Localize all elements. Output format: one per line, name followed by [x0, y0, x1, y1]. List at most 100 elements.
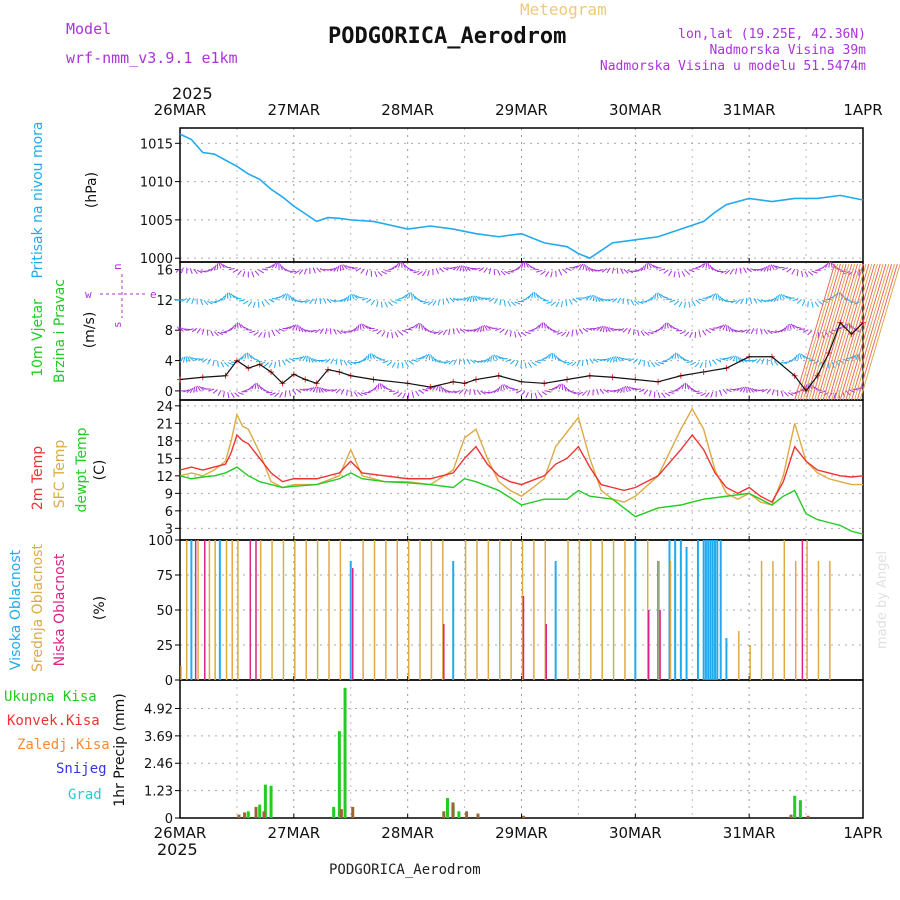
wind-storm-hatch — [816, 263, 858, 401]
precip-bar — [793, 795, 797, 818]
wind-arrow — [331, 388, 338, 392]
wind-arrow — [627, 269, 634, 274]
wind-arrow — [252, 357, 259, 361]
wind-arrow — [243, 300, 249, 305]
wind-arrow — [357, 324, 360, 331]
wind-arrow — [397, 392, 403, 398]
wind-arrow — [268, 264, 275, 269]
wind-arrow — [319, 267, 326, 272]
wind-arrow — [480, 390, 486, 395]
wind-arrow — [376, 330, 382, 335]
wind-arrow — [808, 271, 814, 276]
wind-arrow — [177, 298, 184, 301]
wind-arrow — [340, 359, 343, 366]
wind-ytick-label: 0 — [165, 385, 173, 400]
wind-arrow — [312, 386, 317, 393]
wind-arrow — [343, 296, 348, 303]
wind-arrow — [483, 358, 489, 363]
x-label-top: 27MAR — [267, 101, 320, 119]
wind-arrow — [453, 359, 458, 365]
wind-ytick-label: 4 — [165, 355, 173, 370]
wind-arrow — [418, 389, 425, 394]
wind-arrow — [657, 326, 663, 332]
wind-arrow — [207, 300, 213, 305]
wind-arrow — [553, 353, 557, 360]
wind-arrow — [492, 354, 495, 361]
wind-arrow — [345, 265, 351, 269]
wind-arrow — [690, 387, 696, 392]
wind-arrow — [698, 331, 702, 338]
wind-arrow — [771, 389, 775, 396]
clouds-ytick-label: 25 — [156, 639, 173, 654]
wind-arrow — [351, 267, 358, 270]
x-label-bottom: 26MAR — [154, 824, 207, 842]
wind-arrow — [787, 392, 794, 396]
wind-ytick-label: 12 — [156, 294, 173, 309]
wind-arrow — [575, 264, 582, 269]
wind-ytick-label: 8 — [165, 324, 173, 339]
wind-arrow — [647, 331, 654, 335]
wind-arrow — [724, 269, 731, 275]
wind-arrow — [504, 271, 511, 275]
wind-arrow — [507, 301, 512, 307]
wind-arrow — [694, 331, 697, 338]
wind-arrow — [285, 326, 292, 329]
wind-arrow — [565, 300, 568, 307]
wind-arrow — [411, 292, 413, 299]
wind-arrow — [489, 297, 495, 303]
wind-arrow — [304, 299, 311, 304]
wind-arrow — [539, 297, 546, 301]
wind-arrow — [346, 389, 348, 396]
wind-arrow — [273, 361, 277, 368]
wind-arrow — [589, 358, 594, 364]
wind-arrow — [582, 295, 589, 299]
wind-arrow — [548, 352, 552, 359]
cloud-ylabel-2: Srednja Oblacnost — [30, 544, 46, 672]
wind-arrow — [618, 356, 625, 361]
wind-arrow — [408, 360, 414, 365]
wind-arrow — [747, 359, 754, 362]
wind-arrow — [640, 265, 645, 272]
wind-arrow — [745, 328, 751, 334]
wind-arrow — [314, 298, 318, 305]
pressure-ytick-label: 1015 — [140, 137, 173, 152]
wind-arrow — [411, 324, 418, 329]
wind-arrow — [795, 326, 802, 329]
wind-arrow — [671, 389, 678, 392]
wind-arrow — [442, 298, 445, 305]
wind-arrow — [402, 392, 406, 399]
wind-arrow — [474, 267, 481, 271]
wind-arrow — [415, 322, 420, 329]
wind-arrow — [502, 384, 505, 391]
wind-arrow — [210, 301, 217, 304]
wind-arrow — [678, 271, 680, 278]
wind-arrow — [691, 300, 696, 307]
bottom-year: 2025 — [157, 840, 198, 859]
wind-arrow — [628, 358, 635, 362]
wind-arrow — [428, 354, 431, 361]
wind-arrow — [650, 361, 656, 368]
wind-arrow — [656, 292, 659, 299]
wind-arrow — [463, 296, 469, 302]
wind-arrow — [488, 268, 492, 275]
wind-arrow — [606, 267, 611, 274]
wind-arrow — [630, 299, 635, 306]
wind-arrow — [715, 358, 722, 363]
wind-arrow — [241, 354, 246, 360]
wind-arrow — [729, 326, 734, 333]
wind-arrow — [377, 383, 380, 390]
wind-arrow — [782, 267, 789, 271]
wind-arrow — [497, 386, 501, 393]
precip-bar — [351, 806, 355, 818]
wind-storm-hatch — [799, 263, 841, 401]
wind-arrow — [394, 331, 399, 338]
wind-arrow — [672, 327, 679, 330]
wind-arrow — [193, 386, 196, 393]
wind-arrow — [790, 356, 796, 363]
wind-arrow — [705, 392, 710, 398]
wind-arrow — [571, 361, 577, 367]
wind-arrow — [353, 326, 358, 332]
wind-arrow — [606, 357, 612, 363]
wind-arrow — [336, 299, 344, 302]
wind-arrow — [514, 301, 521, 305]
